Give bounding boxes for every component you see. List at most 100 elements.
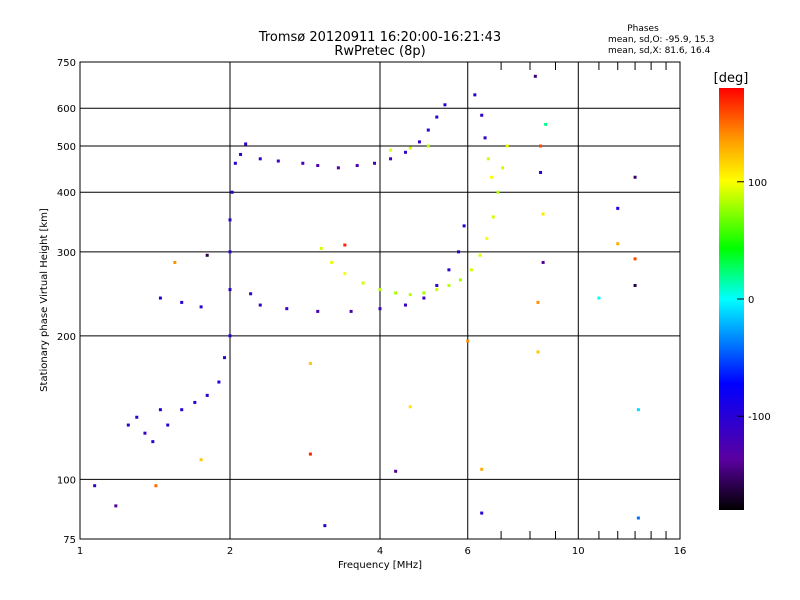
- data-point: [143, 431, 147, 435]
- data-point: [408, 146, 412, 150]
- data-points: [93, 74, 640, 528]
- data-point: [154, 484, 158, 488]
- data-point: [490, 175, 494, 179]
- data-point: [361, 281, 365, 285]
- data-point: [228, 334, 232, 338]
- data-point: [469, 268, 473, 272]
- data-point: [193, 400, 197, 404]
- colorbar-tick-label: 100: [748, 178, 767, 189]
- data-point: [349, 309, 353, 313]
- data-point: [285, 307, 289, 311]
- colorbar-label: [deg]: [714, 71, 749, 86]
- y-tick-label: 400: [57, 188, 76, 199]
- data-point: [228, 218, 232, 222]
- y-axis-label: Stationary phase Virtual Height [km]: [39, 208, 50, 392]
- data-point: [199, 458, 203, 462]
- data-point: [217, 380, 221, 384]
- data-point: [394, 291, 398, 295]
- colorbar-tick-label: 0: [748, 295, 754, 306]
- data-point: [403, 150, 407, 154]
- data-point: [633, 283, 637, 287]
- data-point: [378, 288, 382, 292]
- data-point: [426, 128, 430, 132]
- data-point: [343, 272, 347, 276]
- data-point: [473, 93, 477, 97]
- data-point: [636, 408, 640, 412]
- x-axis-label: Frequency [MHz]: [338, 560, 422, 571]
- data-point: [258, 157, 262, 161]
- data-point: [166, 423, 170, 427]
- chart-subtitle: RwPretec (8p): [334, 44, 425, 59]
- data-point: [458, 278, 462, 282]
- data-point: [408, 405, 412, 409]
- data-point: [480, 113, 484, 117]
- data-point: [486, 157, 490, 161]
- data-point: [389, 148, 393, 152]
- data-point: [457, 250, 461, 254]
- data-point: [244, 142, 248, 146]
- data-point: [636, 516, 640, 520]
- y-tick-label: 300: [57, 248, 76, 259]
- chart-title: Tromsø 20120911 16:20:00-16:21:43: [258, 30, 501, 45]
- data-point: [301, 161, 305, 165]
- stats-o-line: mean, sd,O: -95.9, 15.3: [608, 35, 714, 45]
- data-point: [373, 161, 377, 165]
- data-point: [541, 260, 545, 264]
- data-point: [541, 212, 545, 216]
- data-point: [336, 166, 340, 170]
- data-point: [480, 511, 484, 515]
- data-point: [447, 268, 451, 272]
- data-point: [93, 484, 97, 488]
- data-point: [316, 164, 320, 168]
- data-point: [323, 524, 327, 528]
- data-point: [276, 159, 280, 163]
- data-point: [180, 408, 184, 412]
- y-tick-label: 500: [57, 142, 76, 153]
- data-point: [533, 74, 537, 78]
- data-point: [435, 283, 439, 287]
- data-point: [466, 339, 470, 343]
- data-point: [426, 144, 430, 148]
- stats-title: Phases: [627, 24, 659, 34]
- data-point: [316, 309, 320, 313]
- data-point: [435, 115, 439, 119]
- data-point: [205, 253, 209, 257]
- data-point: [505, 144, 509, 148]
- y-tick-label: 100: [57, 475, 76, 486]
- data-point: [355, 164, 359, 168]
- data-point: [496, 190, 500, 194]
- colorbar-tick-label: -100: [748, 412, 771, 423]
- data-point: [422, 296, 426, 300]
- data-point: [114, 504, 118, 508]
- data-point: [239, 152, 243, 156]
- data-point: [249, 292, 253, 296]
- data-point: [228, 250, 232, 254]
- data-point: [478, 253, 482, 257]
- data-point: [539, 170, 543, 174]
- data-point: [501, 166, 505, 170]
- data-point: [151, 440, 155, 444]
- grid-lines: [80, 62, 680, 539]
- data-point: [485, 236, 489, 240]
- data-point: [319, 246, 323, 250]
- data-point: [491, 215, 495, 219]
- data-point: [135, 415, 139, 419]
- x-tick-label: 16: [674, 546, 687, 557]
- data-point: [308, 361, 312, 365]
- data-point: [258, 303, 262, 307]
- data-point: [633, 175, 637, 179]
- y-tick-label: 75: [63, 535, 76, 546]
- data-point: [403, 303, 407, 307]
- data-point: [126, 423, 130, 427]
- data-point: [536, 300, 540, 304]
- x-axis-ticks: 1 2 4 6 10 16: [77, 546, 687, 557]
- x-tick-label: 4: [377, 546, 383, 557]
- data-point: [462, 224, 466, 228]
- data-point: [616, 242, 620, 246]
- data-point: [480, 467, 484, 471]
- y-axis-ticks: 75 100 200 300 400 500 600 750: [57, 58, 76, 546]
- data-point: [158, 408, 162, 412]
- data-point: [483, 136, 487, 140]
- data-point: [536, 350, 540, 354]
